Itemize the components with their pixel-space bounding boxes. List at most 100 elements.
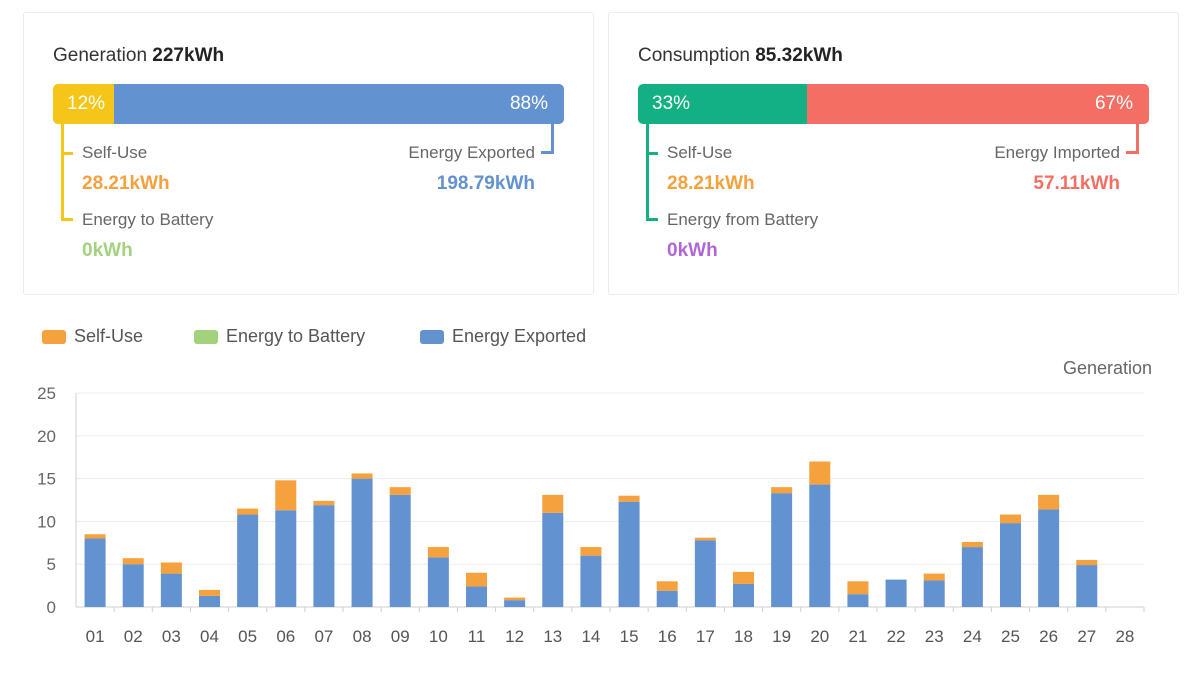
generation-right-percent: 88%: [509, 93, 548, 114]
x-tick-label: 06: [276, 627, 295, 646]
consumption-left-connector: [646, 124, 658, 221]
x-tick-label: 24: [963, 627, 982, 646]
x-tick-label: 15: [620, 627, 639, 646]
legend-item-energy-exported[interactable]: Energy Exported: [420, 326, 586, 347]
generation-self-use-segment: 12%: [53, 84, 115, 124]
consumption-self-use-value: 28.21kWh: [667, 173, 755, 194]
consumption-self-use-label: Self-Use: [667, 143, 733, 162]
x-tick-label: 11: [468, 627, 486, 646]
x-tick-label: 03: [162, 627, 181, 646]
generation-left-connector: [61, 124, 73, 221]
consumption-left-percent: 33%: [652, 93, 691, 114]
bar-self-use-21: [847, 581, 869, 595]
x-tick-label: 22: [887, 627, 906, 646]
bar-energy-exported-18: [733, 583, 754, 607]
y-tick-label: 15: [37, 470, 56, 489]
bar-energy-exported-16: [656, 590, 678, 607]
bar-energy-exported-19: [771, 493, 793, 607]
consumption-ratio-bar: 33% 67%: [638, 84, 1149, 124]
legend-swatch-energy-to-battery: [194, 329, 218, 344]
legend-label-energy-to-battery: Energy to Battery: [226, 326, 366, 346]
legend-item-self-use[interactable]: Self-Use: [42, 326, 143, 347]
legend-item-energy-to-battery[interactable]: Energy to Battery: [194, 326, 365, 347]
bar-energy-exported-20: [809, 484, 831, 607]
generation-left-connector-tick: [61, 152, 73, 155]
bar-self-use-05: [237, 508, 259, 515]
bar-energy-exported-04: [199, 595, 220, 607]
bar-self-use-07: [313, 500, 335, 506]
bar-energy-exported-27: [1076, 565, 1098, 607]
bar-energy-exported-09: [389, 494, 411, 607]
consumption-import-value: 57.11kWh: [1033, 173, 1120, 194]
bar-self-use-23: [923, 573, 945, 581]
bar-energy-exported-01: [84, 538, 106, 607]
bar-self-use-01: [84, 534, 106, 539]
x-tick-label: 12: [505, 627, 524, 646]
bar-energy-exported-23: [923, 580, 945, 607]
y-tick-label: 25: [37, 384, 56, 403]
bar-energy-exported-10: [427, 557, 449, 607]
x-tick-label: 21: [848, 627, 867, 646]
bar-self-use-12: [504, 597, 526, 601]
generation-battery-label: Energy to Battery: [82, 210, 214, 229]
bar-self-use-04: [199, 589, 220, 596]
consumption-import-label: Energy Imported: [994, 143, 1120, 162]
bar-self-use-15: [618, 495, 640, 502]
x-tick-label: 09: [391, 627, 410, 646]
legend-label-energy-exported: Energy Exported: [452, 326, 587, 346]
generation-export-value: 198.79kWh: [436, 173, 535, 194]
x-tick-label: 20: [810, 627, 829, 646]
legend-swatch-energy-exported: [420, 329, 444, 344]
consumption-import-segment: 67%: [806, 84, 1149, 124]
bar-energy-exported-12: [504, 600, 526, 607]
bar-energy-exported-11: [466, 586, 487, 607]
generation-export-segment: 88%: [114, 84, 564, 124]
bar-self-use-24: [961, 541, 983, 548]
x-tick-label: 26: [1039, 627, 1058, 646]
generation-battery-value: 0kWh: [82, 240, 133, 261]
consumption-left-connector-tick: [646, 152, 658, 155]
bar-energy-exported-22: [885, 579, 907, 607]
y-tick-label: 0: [47, 598, 56, 617]
generation-card: Generation 227kWh 12% 88% Self-Use 28.21…: [23, 12, 594, 295]
bar-self-use-20: [809, 461, 831, 485]
x-tick-label: 07: [314, 627, 333, 646]
bar-energy-exported-03: [160, 573, 182, 607]
bar-energy-exported-13: [542, 512, 564, 607]
consumption-total: 85.32kWh: [755, 45, 843, 66]
bar-self-use-10: [427, 547, 449, 558]
bar-energy-exported-15: [618, 501, 640, 607]
x-tick-label: 27: [1077, 627, 1096, 646]
x-tick-label: 13: [543, 627, 562, 646]
consumption-battery-value: 0kWh: [667, 240, 718, 261]
legend-swatch-self-use: [42, 329, 66, 344]
generation-export-label: Energy Exported: [408, 143, 535, 162]
generation-left-percent: 12%: [67, 93, 106, 114]
bar-energy-exported-05: [237, 514, 259, 607]
bar-self-use-16: [656, 581, 678, 591]
bar-self-use-27: [1076, 559, 1098, 566]
x-tick-label: 14: [581, 627, 600, 646]
generation-total: 227kWh: [152, 45, 225, 66]
x-tick-label: 19: [772, 627, 791, 646]
x-tick-label: 04: [200, 627, 219, 646]
legend-label-self-use: Self-Use: [74, 326, 144, 346]
bar-self-use-02: [122, 558, 144, 565]
x-tick-label: 01: [86, 627, 105, 646]
x-tick-label: 18: [734, 627, 753, 646]
x-tick-label: 23: [925, 627, 944, 646]
bar-energy-exported-07: [313, 505, 335, 607]
generation-ratio-bar: 12% 88%: [53, 84, 564, 124]
bar-self-use-08: [351, 473, 373, 479]
chart-axis-name: Generation: [1062, 358, 1152, 378]
bar-energy-exported-08: [351, 478, 373, 607]
x-tick-label: 10: [429, 627, 448, 646]
x-tick-label: 08: [353, 627, 372, 646]
generation-right-connector: [541, 124, 554, 154]
bar-self-use-09: [389, 487, 411, 495]
bar-energy-exported-02: [122, 564, 144, 607]
x-tick-label: 02: [124, 627, 143, 646]
bar-energy-exported-25: [1000, 523, 1021, 607]
bar-self-use-06: [275, 480, 297, 511]
y-tick-label: 20: [37, 427, 56, 446]
